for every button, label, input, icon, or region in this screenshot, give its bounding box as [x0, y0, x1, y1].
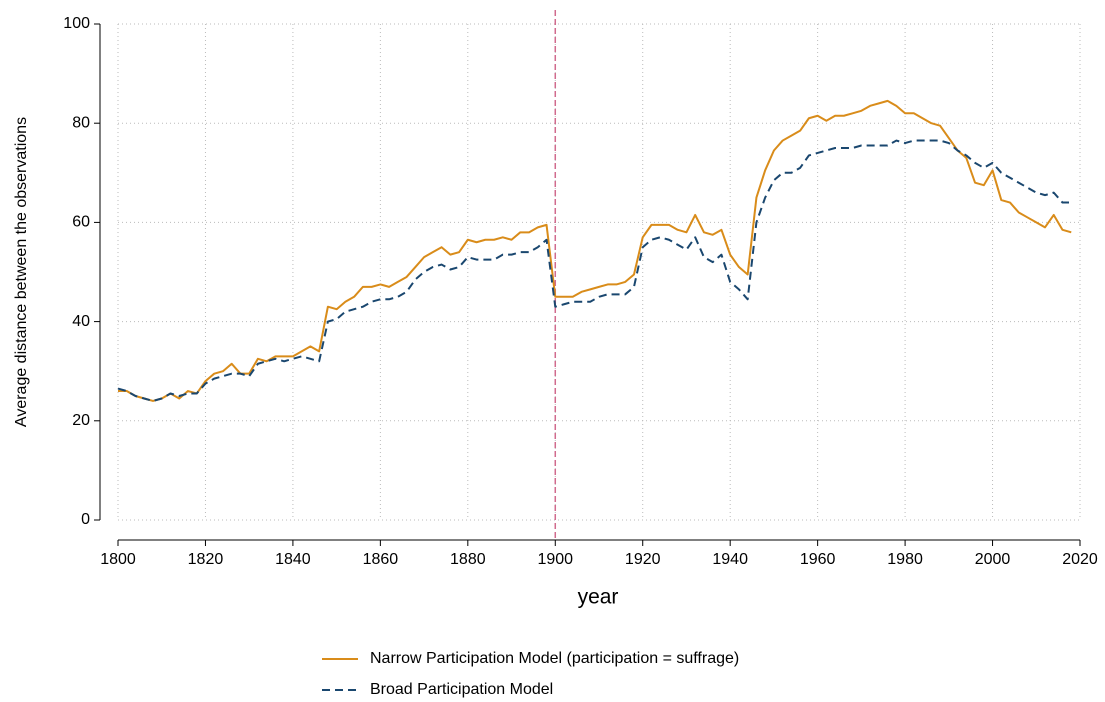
x-axis-label: year — [578, 586, 619, 609]
y-tick-label: 0 — [81, 511, 90, 528]
y-tick-label: 20 — [72, 412, 90, 429]
series-line — [117, 139, 1072, 402]
series-line — [118, 99, 1072, 402]
legend-label: Narrow Participation Model (participatio… — [370, 650, 739, 667]
x-tick-label: 2020 — [1062, 551, 1098, 568]
y-tick-label: 60 — [72, 214, 90, 231]
legend-label: Broad Participation Model — [370, 681, 553, 698]
x-tick-label: 1880 — [450, 551, 486, 568]
y-tick-label: 40 — [72, 313, 90, 330]
x-tick-label: 1800 — [100, 551, 136, 568]
x-tick-label: 1820 — [188, 551, 224, 568]
x-tick-label: 1960 — [800, 551, 836, 568]
x-tick-label: 1980 — [887, 551, 923, 568]
x-tick-label: 1920 — [625, 551, 661, 568]
y-tick-label: 100 — [63, 15, 90, 32]
x-tick-label: 1860 — [363, 551, 399, 568]
x-tick-label: 1840 — [275, 551, 311, 568]
y-tick-label: 80 — [72, 114, 90, 131]
x-tick-label: 1940 — [712, 551, 748, 568]
x-tick-label: 2000 — [975, 551, 1011, 568]
y-axis-label: Average distance between the observation… — [13, 117, 30, 427]
x-tick-label: 1900 — [537, 551, 573, 568]
